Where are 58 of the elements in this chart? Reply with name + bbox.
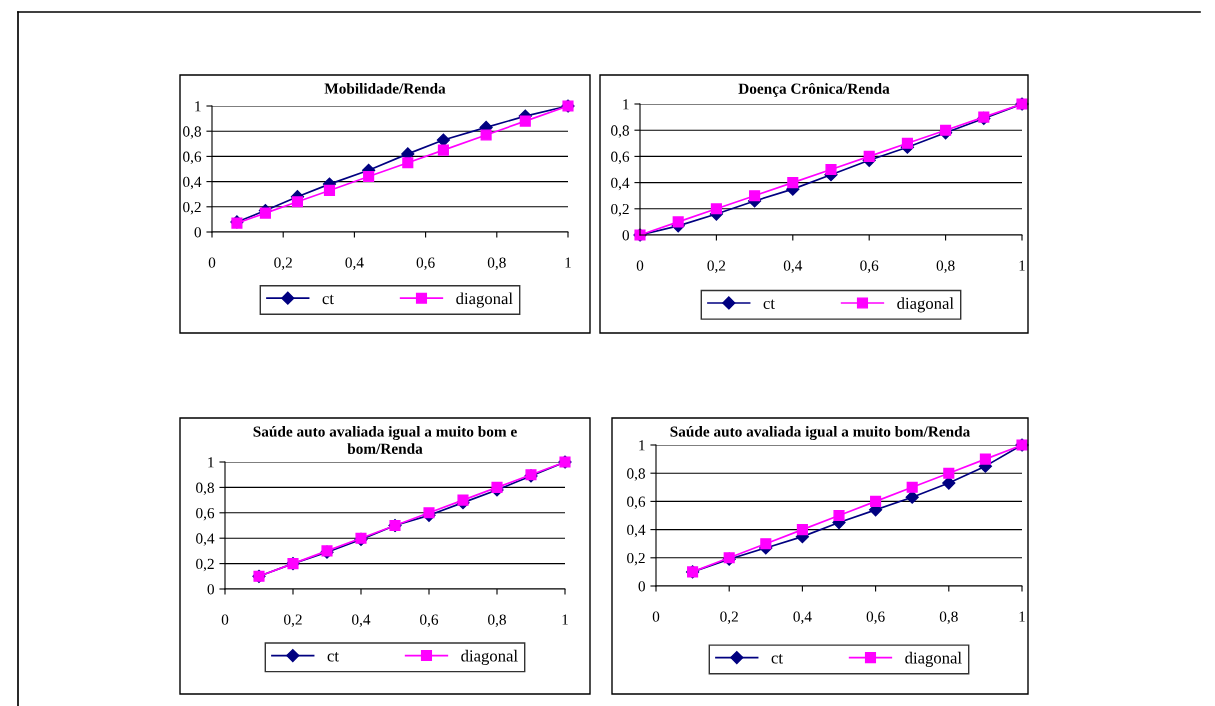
legend-label: diagonal xyxy=(461,649,518,665)
x-tick-label: 1 xyxy=(1019,611,1025,622)
y-tick-label: 0,8 xyxy=(196,482,214,496)
y-tick-label: 0,2 xyxy=(627,552,645,566)
legend-label: diagonal xyxy=(897,297,954,313)
y-tick-label: 0,2 xyxy=(196,558,214,572)
legend-label: ct xyxy=(322,294,334,305)
y-tick-label: 1 xyxy=(639,440,645,451)
y-tick-label: 0,4 xyxy=(183,176,202,190)
x-tick-label: 0,4 xyxy=(345,257,364,270)
x-tick-label: 0,6 xyxy=(866,611,885,624)
x-tick-label: 1 xyxy=(562,614,568,625)
x-tick-label: 0,4 xyxy=(783,260,803,273)
y-tick-label: 0,4 xyxy=(611,177,630,191)
x-tick-label: 0,2 xyxy=(274,257,292,270)
chart-title: Doença Crônica/Renda xyxy=(738,82,890,97)
y-tick-label: 0 xyxy=(622,230,629,241)
y-tick-label: 0,6 xyxy=(611,151,630,165)
legend-label: ct xyxy=(763,299,775,309)
legend-label: diagonal xyxy=(905,651,962,668)
x-tick-label: 0,4 xyxy=(352,614,371,627)
y-tick-label: 0,2 xyxy=(183,201,201,215)
y-tick-label: 0,8 xyxy=(627,468,645,481)
legend-label: ct xyxy=(771,654,783,664)
y-tick-label: 0 xyxy=(638,581,645,592)
x-tick-label: 1 xyxy=(1019,260,1025,271)
y-tick-label: 1 xyxy=(208,457,214,468)
y-tick-label: 0,8 xyxy=(611,125,629,138)
x-tick-label: 0,6 xyxy=(416,257,435,270)
x-tick-label: 0,8 xyxy=(487,257,506,270)
x-tick-label: 0 xyxy=(652,611,660,622)
x-tick-label: 0,2 xyxy=(707,260,726,273)
y-tick-label: 0,8 xyxy=(183,126,201,139)
chart-title: Saúde auto avaliada igual a muito bom/Renda xyxy=(670,426,971,440)
x-tick-label: 0,8 xyxy=(939,611,958,624)
legend-label: diagonal xyxy=(456,292,513,308)
y-tick-label: 0 xyxy=(207,584,214,595)
y-tick-label: 0,4 xyxy=(627,524,646,538)
y-tick-label: 1 xyxy=(623,99,629,110)
y-tick-label: 0,6 xyxy=(627,496,646,510)
x-tick-label: 0,6 xyxy=(420,614,439,627)
x-tick-label: 0,2 xyxy=(720,611,738,624)
x-tick-label: 0 xyxy=(221,614,229,625)
x-tick-label: 1 xyxy=(565,257,571,268)
y-tick-label: 0,6 xyxy=(196,507,215,521)
chart-title: Saúde auto avaliada igual a muito bom e bom/Renda xyxy=(253,426,517,454)
y-tick-label: 1 xyxy=(195,101,201,112)
x-tick-label: 0,8 xyxy=(488,614,506,627)
x-tick-label: 0,4 xyxy=(793,611,812,624)
y-tick-label: 0,2 xyxy=(611,203,629,217)
y-tick-label: 0,6 xyxy=(183,151,202,165)
x-tick-label: 0,6 xyxy=(860,260,879,273)
x-tick-label: 0,8 xyxy=(936,260,955,273)
chart-title: Mobilidade/Renda xyxy=(324,83,446,94)
x-tick-label: 0,2 xyxy=(284,614,302,627)
y-tick-label: 0,4 xyxy=(196,533,215,546)
y-tick-label: 0 xyxy=(194,227,201,238)
legend-label: ct xyxy=(327,652,339,662)
